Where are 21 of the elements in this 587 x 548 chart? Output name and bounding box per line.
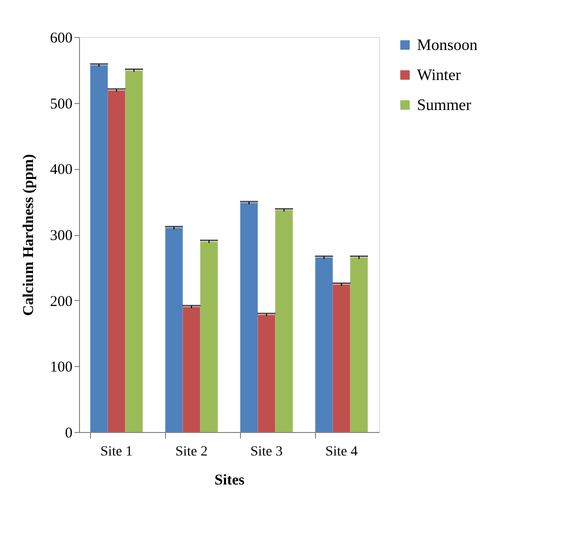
bar — [332, 284, 350, 432]
legend-label: Summer — [417, 97, 472, 114]
legend-label: Monsoon — [417, 37, 478, 54]
y-tick-label: 100 — [50, 360, 72, 376]
bar — [275, 210, 293, 432]
x-tick-label: Site 2 — [175, 444, 208, 460]
bar — [315, 258, 333, 432]
x-tick-label: Site 1 — [100, 444, 133, 460]
y-tick-label: 300 — [50, 228, 72, 244]
x-tick-label: Site 3 — [250, 444, 283, 460]
bar — [125, 70, 143, 432]
y-tick-label: 600 — [50, 30, 72, 46]
y-axis-title: Calcium Hardness (ppm) — [21, 154, 37, 316]
bar — [350, 258, 368, 432]
x-axis-title: Sites — [214, 472, 245, 488]
legend-label: Winter — [417, 67, 462, 84]
y-tick-label: 200 — [50, 294, 72, 310]
y-tick-label: 0 — [65, 426, 72, 442]
x-tick-label: Site 4 — [325, 444, 358, 460]
y-tick-label: 400 — [50, 162, 72, 178]
y-tick-label: 500 — [50, 96, 72, 112]
